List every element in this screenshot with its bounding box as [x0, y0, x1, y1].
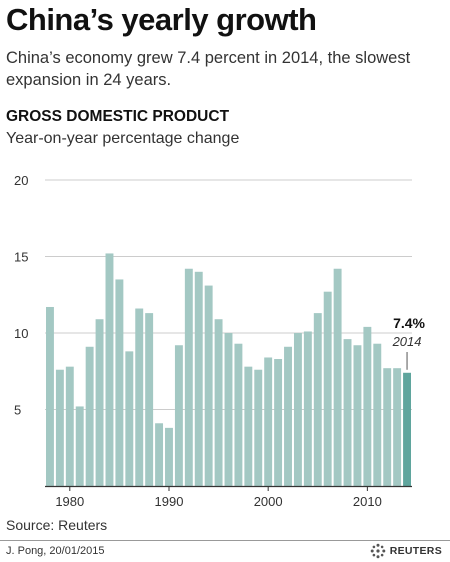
bar-2004 — [303, 331, 312, 486]
bar-2013 — [393, 368, 402, 486]
bar-1985 — [115, 279, 124, 486]
bar-1989 — [155, 423, 164, 486]
bar-1997 — [234, 343, 243, 486]
bar-1988 — [145, 313, 154, 486]
bar-2014 — [403, 372, 411, 486]
bar-2009 — [353, 345, 362, 486]
bar-1993 — [194, 271, 203, 486]
bar-1998 — [244, 366, 253, 486]
bar-2012 — [383, 368, 392, 486]
bar-1981 — [75, 406, 84, 486]
bar-2005 — [313, 313, 322, 486]
x-tick-label: 2000 — [254, 494, 283, 509]
chart-subtitle: China’s economy grew 7.4 percent in 2014… — [6, 49, 411, 89]
x-tick-label: 1990 — [155, 494, 184, 509]
reuters-dots-icon — [370, 543, 386, 559]
bar-1990 — [165, 427, 173, 486]
footer-divider — [0, 540, 450, 541]
bar-2002 — [284, 346, 292, 486]
y-tick-label: 5 — [14, 403, 21, 418]
reuters-logo: REUTERS — [370, 543, 442, 559]
bar-2006 — [323, 291, 332, 486]
section-subtitle: Year-on-year percentage change — [6, 130, 240, 147]
x-tick-label: 2010 — [353, 494, 382, 509]
gdp-bar-chart: 5 10 15 20 1980 1990 2000 2010 7.4% 2014 — [14, 173, 426, 509]
bar-1991 — [174, 345, 183, 486]
bar-1984 — [105, 253, 114, 486]
bar-2008 — [343, 339, 352, 486]
bar-2007 — [333, 268, 342, 486]
bar-1994 — [204, 285, 213, 486]
annotation-value: 7.4% — [393, 315, 425, 331]
brand-name: REUTERS — [389, 545, 442, 557]
bar-1999 — [254, 369, 263, 486]
bar-1992 — [184, 268, 193, 486]
bar-2001 — [274, 359, 283, 486]
credit-line: J. Pong, 20/01/2015 — [6, 545, 105, 557]
chart-title: China’s yearly growth — [6, 2, 317, 37]
bar-1980 — [65, 366, 74, 486]
y-tick-label: 10 — [14, 326, 28, 341]
bar-1986 — [125, 351, 134, 486]
y-tick-label: 20 — [14, 173, 28, 188]
bar-1987 — [135, 308, 144, 486]
bar-2000 — [264, 357, 273, 486]
bar-2003 — [293, 333, 302, 486]
bar-1996 — [224, 333, 233, 486]
bar-1978 — [46, 306, 54, 486]
bar-2011 — [373, 343, 382, 486]
bar-1995 — [214, 319, 223, 486]
x-tick-label: 1980 — [55, 494, 84, 509]
section-title: GROSS DOMESTIC PRODUCT — [6, 108, 230, 125]
bar-1983 — [95, 319, 104, 486]
bar-2010 — [363, 326, 372, 486]
bar-1982 — [85, 346, 94, 486]
y-tick-label: 15 — [14, 250, 28, 265]
annotation-year: 2014 — [392, 334, 422, 349]
source-note: Source: Reuters — [6, 517, 108, 533]
bar-1979 — [55, 369, 64, 486]
